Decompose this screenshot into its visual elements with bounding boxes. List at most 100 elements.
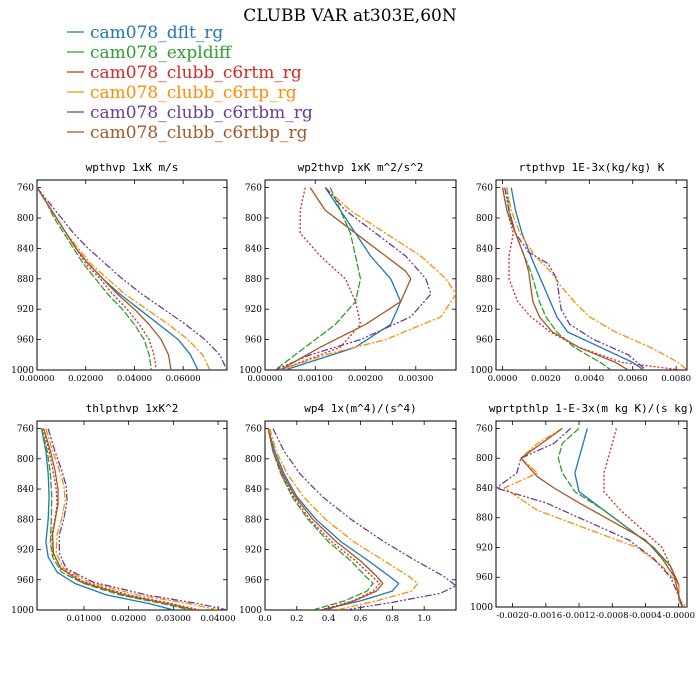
series-line-6 xyxy=(267,428,384,610)
x-tick-label: 0.4 xyxy=(322,614,336,624)
y-tick-label: 760 xyxy=(476,424,493,434)
y-tick-label: 840 xyxy=(476,244,493,254)
x-tick-label: 0.04000 xyxy=(117,374,152,384)
panel-title: wp4 1x(m^4)/(s^4) xyxy=(304,402,417,415)
x-tick-label: 0.8 xyxy=(386,614,400,624)
series-line-2 xyxy=(37,187,153,370)
y-tick-label: 760 xyxy=(476,184,493,194)
series-line-2 xyxy=(506,187,612,370)
y-tick-label: 920 xyxy=(17,546,34,556)
legend-label: cam078_expldiff xyxy=(90,43,233,63)
series-line-6 xyxy=(43,428,196,610)
series-line-2 xyxy=(267,428,374,610)
series-line-2 xyxy=(40,428,192,610)
x-tick-label: 0.00100 xyxy=(298,374,333,384)
x-tick-label: 0.01000 xyxy=(66,614,101,624)
series-line-6 xyxy=(37,187,172,370)
series-line-5 xyxy=(47,428,227,610)
y-tick-label: 1000 xyxy=(239,606,262,616)
series-line-2 xyxy=(274,187,362,370)
y-tick-label: 920 xyxy=(476,543,493,553)
panel-title: thlpthvp 1xK^2 xyxy=(86,402,179,415)
y-tick-label: 880 xyxy=(245,275,262,285)
x-tick-label: 0.06000 xyxy=(166,374,201,384)
series-line-6 xyxy=(501,187,629,370)
plot-frame xyxy=(495,179,688,371)
plot-frame xyxy=(36,179,228,371)
x-tick-label: 0.00000 xyxy=(19,374,54,384)
x-tick-label: -0.0020 xyxy=(496,611,529,621)
y-tick-label: 1000 xyxy=(470,603,493,613)
series-line-4 xyxy=(45,428,219,610)
series-line-4 xyxy=(279,187,456,370)
x-tick-label: 0.00000 xyxy=(247,374,282,384)
x-tick-label: -0.0012 xyxy=(563,611,596,621)
y-tick-label: 840 xyxy=(17,485,34,495)
y-tick-label: 960 xyxy=(245,336,262,346)
y-tick-label: 800 xyxy=(17,214,34,224)
plot-frame xyxy=(36,420,228,611)
x-tick-label: 0.04000 xyxy=(200,614,235,624)
y-tick-label: 920 xyxy=(476,305,493,315)
series-line-4 xyxy=(503,427,687,607)
x-tick-label: 0.6 xyxy=(354,614,368,624)
series-line-1 xyxy=(40,428,174,610)
legend-label: cam078_dflt_rg xyxy=(90,23,223,43)
legend-label: cam078_clubb_c6rtm_rg xyxy=(90,63,302,83)
legend-label: cam078_clubb_c6rtbm_rg xyxy=(90,103,313,123)
x-tick-label: 0.02000 xyxy=(111,614,146,624)
x-tick-label: 0.2 xyxy=(290,614,304,624)
series-line-5 xyxy=(272,428,456,610)
series-line-1 xyxy=(37,187,199,370)
series-line-3 xyxy=(603,428,684,607)
y-tick-label: 880 xyxy=(245,515,262,525)
panel-3: rtpthvp 1E-3x(kg/kg) K 760 800 840 880 920 960… xyxy=(470,161,691,384)
series-line-5 xyxy=(274,187,432,370)
y-tick-label: 1000 xyxy=(11,606,34,616)
y-tick-label: 960 xyxy=(17,576,34,586)
panels: wpthvp 1xK m/s76080084088092096010000.00… xyxy=(11,161,695,624)
plot-frame xyxy=(264,420,457,611)
series-line-1 xyxy=(510,187,644,370)
plot-frame xyxy=(264,179,457,371)
x-tick-label: 0.0 xyxy=(258,614,272,624)
y-tick-label: 760 xyxy=(17,184,34,194)
y-tick-label: 960 xyxy=(476,573,493,583)
y-tick-label: 1000 xyxy=(11,366,34,376)
y-tick-label: 960 xyxy=(476,336,493,346)
panel-4: thlpthvp 1xK^2 760 800 840 880 920 960 1000 0.01… xyxy=(11,402,236,624)
y-tick-label: 800 xyxy=(476,454,493,464)
x-tick-label: 0.0040 xyxy=(574,374,604,384)
x-tick-label: -0.0000 xyxy=(662,611,695,621)
y-tick-label: 840 xyxy=(245,244,262,254)
panel-5: wp4 1x(m^4)/(s^4)76080084088092096010000… xyxy=(239,402,457,624)
x-tick-label: 0.00300 xyxy=(398,374,433,384)
y-tick-label: 1000 xyxy=(239,366,262,376)
series-line-4 xyxy=(506,187,687,370)
series-line-3 xyxy=(42,428,201,610)
x-tick-label: -0.0004 xyxy=(629,611,662,621)
y-tick-label: 1000 xyxy=(470,366,493,376)
y-tick-label: 880 xyxy=(476,275,493,285)
series-line-3 xyxy=(267,428,381,610)
panel-6: wprtpthlp 1-E-3x(m kg K)/(s kg) 760 800 840… xyxy=(470,402,695,621)
x-tick-label: 0.0020 xyxy=(531,374,561,384)
series-line-4 xyxy=(37,187,211,370)
y-tick-label: 800 xyxy=(245,214,262,224)
y-tick-label: 920 xyxy=(17,305,34,315)
y-tick-label: 840 xyxy=(476,484,493,494)
figure-title: CLUBB VAR at303E,60N xyxy=(243,6,457,26)
y-tick-label: 760 xyxy=(245,425,262,435)
series-line-6 xyxy=(520,427,684,607)
y-tick-label: 760 xyxy=(245,184,262,194)
y-tick-label: 960 xyxy=(245,576,262,586)
y-tick-label: 880 xyxy=(17,275,34,285)
x-tick-label: -0.0008 xyxy=(596,611,629,621)
series-line-5 xyxy=(37,187,227,370)
legend-label: cam078_clubb_c6rtp_rg xyxy=(90,83,297,103)
panel-title: rtpthvp 1E-3x(kg/kg) K xyxy=(519,161,665,174)
y-tick-label: 920 xyxy=(245,305,262,315)
series-line-3 xyxy=(279,187,362,370)
y-tick-label: 800 xyxy=(245,455,262,465)
